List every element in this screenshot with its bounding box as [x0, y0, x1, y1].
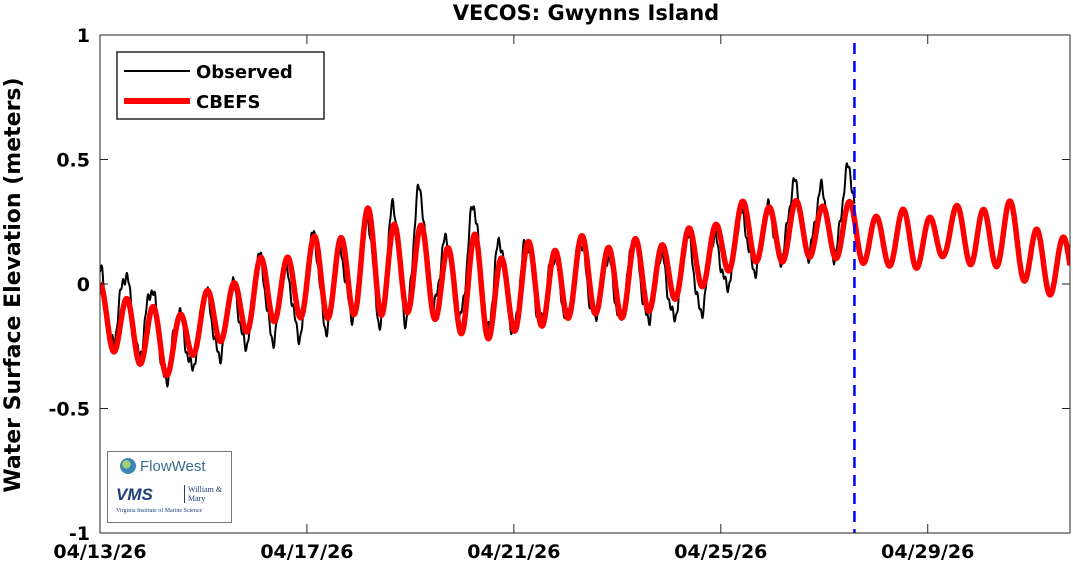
- x-tick-label: 04/25/26: [674, 541, 767, 563]
- flowwest-brand: FlowWest: [120, 458, 206, 475]
- y-axis-label: Water Surface Elevation (meters): [1, 77, 26, 492]
- legend-label-observed: Observed: [196, 62, 293, 83]
- legend-label-cbefs: CBEFS: [196, 92, 261, 113]
- y-tick-label: 0: [77, 274, 90, 296]
- y-tick-label: 0.5: [56, 150, 90, 172]
- x-tick-label: 04/17/26: [260, 541, 353, 563]
- x-tick-label: 04/21/26: [467, 541, 560, 563]
- y-tick-label: -0.5: [48, 399, 90, 421]
- y-tick-label: 1: [77, 25, 90, 47]
- flowwest-globe-icon: [120, 458, 136, 474]
- plot-frame: [99, 34, 1071, 534]
- series-line-cbefs: [100, 197, 1070, 379]
- legend: Observed CBEFS: [116, 51, 325, 120]
- x-tick-label: 04/29/26: [881, 541, 974, 563]
- flowwest-vims-logo: FlowWest VMS William & Mary Virginia Ins…: [107, 451, 232, 523]
- vims-institute-name: Virginia Institute of Marine Science: [116, 508, 203, 514]
- william-mary-mark: William & Mary: [184, 485, 231, 503]
- vims-mark: VMS: [116, 485, 153, 504]
- y-tick-label: -1: [69, 523, 90, 545]
- chart-title: VECOS: Gwynns Island: [453, 1, 719, 25]
- x-tick-label: 04/13/26: [53, 541, 146, 563]
- flowwest-brand-text: FlowWest: [140, 458, 206, 475]
- legend-box: [116, 51, 325, 120]
